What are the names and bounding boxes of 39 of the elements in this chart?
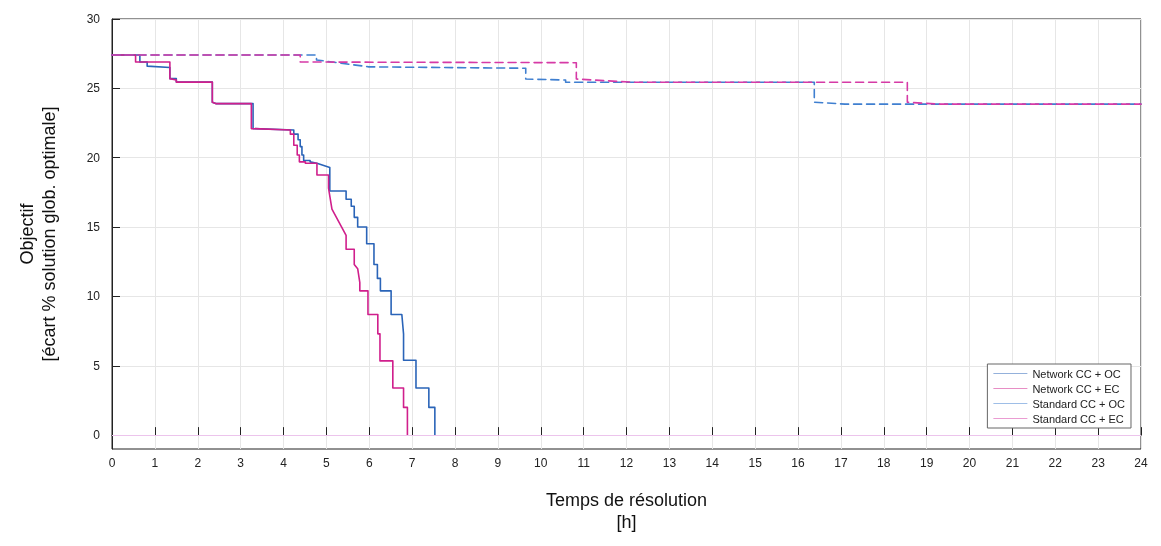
x-tick-label: 21: [1005, 456, 1020, 470]
x-tick-label: 10: [534, 456, 548, 470]
x-tick-label: 23: [1091, 456, 1106, 470]
legend-label: Network CC + EC: [1032, 382, 1120, 395]
y-tick-label: 5: [93, 358, 101, 373]
legend-label: Network CC + OC: [1032, 367, 1121, 380]
x-tick-label: 1: [151, 456, 159, 470]
x-tick-label: 13: [662, 456, 677, 470]
y-tick-label: 15: [86, 220, 101, 235]
x-tick-label: 7: [408, 456, 416, 470]
x-tick-label: 5: [323, 456, 331, 470]
x-tick-label: 4: [280, 456, 288, 470]
x-tick-label: 22: [1048, 456, 1063, 470]
x-tick-label: 2: [194, 456, 202, 470]
x-tick-label: 12: [619, 456, 634, 470]
y-tick-label: 0: [93, 428, 101, 443]
line-series: [111, 54, 1142, 105]
legend-label: Standard CC + EC: [1032, 412, 1124, 425]
x-tick-label: 9: [494, 456, 502, 470]
x-tick-label: 16: [791, 456, 805, 470]
y-tick-label: 20: [86, 150, 101, 165]
x-tick-label: 20: [962, 456, 977, 470]
x-tick-label: 8: [451, 456, 459, 470]
x-tick-label: 3: [237, 456, 245, 470]
x-tick-label: 15: [748, 456, 763, 470]
y-tick-label: 10: [86, 289, 101, 304]
x-tick-label: 14: [705, 456, 720, 470]
x-tick-label: 19: [919, 456, 934, 470]
x-tick-label: 11: [577, 456, 591, 470]
x-tick-label: 18: [877, 456, 891, 470]
x-axis-title: Temps de résolution [h]: [545, 490, 708, 532]
x-tick-label: 6: [365, 456, 373, 470]
x-tick-label: 24: [1134, 456, 1148, 470]
x-tick-label: 17: [834, 456, 848, 470]
y-tick-label: 25: [86, 81, 101, 96]
y-axis-title: Objectif [écart % solution glob. optimale]: [17, 106, 59, 362]
y-tick-label: 30: [86, 12, 101, 26]
x-tick-label: 0: [108, 456, 116, 470]
legend-label: Standard CC + OC: [1032, 397, 1126, 410]
